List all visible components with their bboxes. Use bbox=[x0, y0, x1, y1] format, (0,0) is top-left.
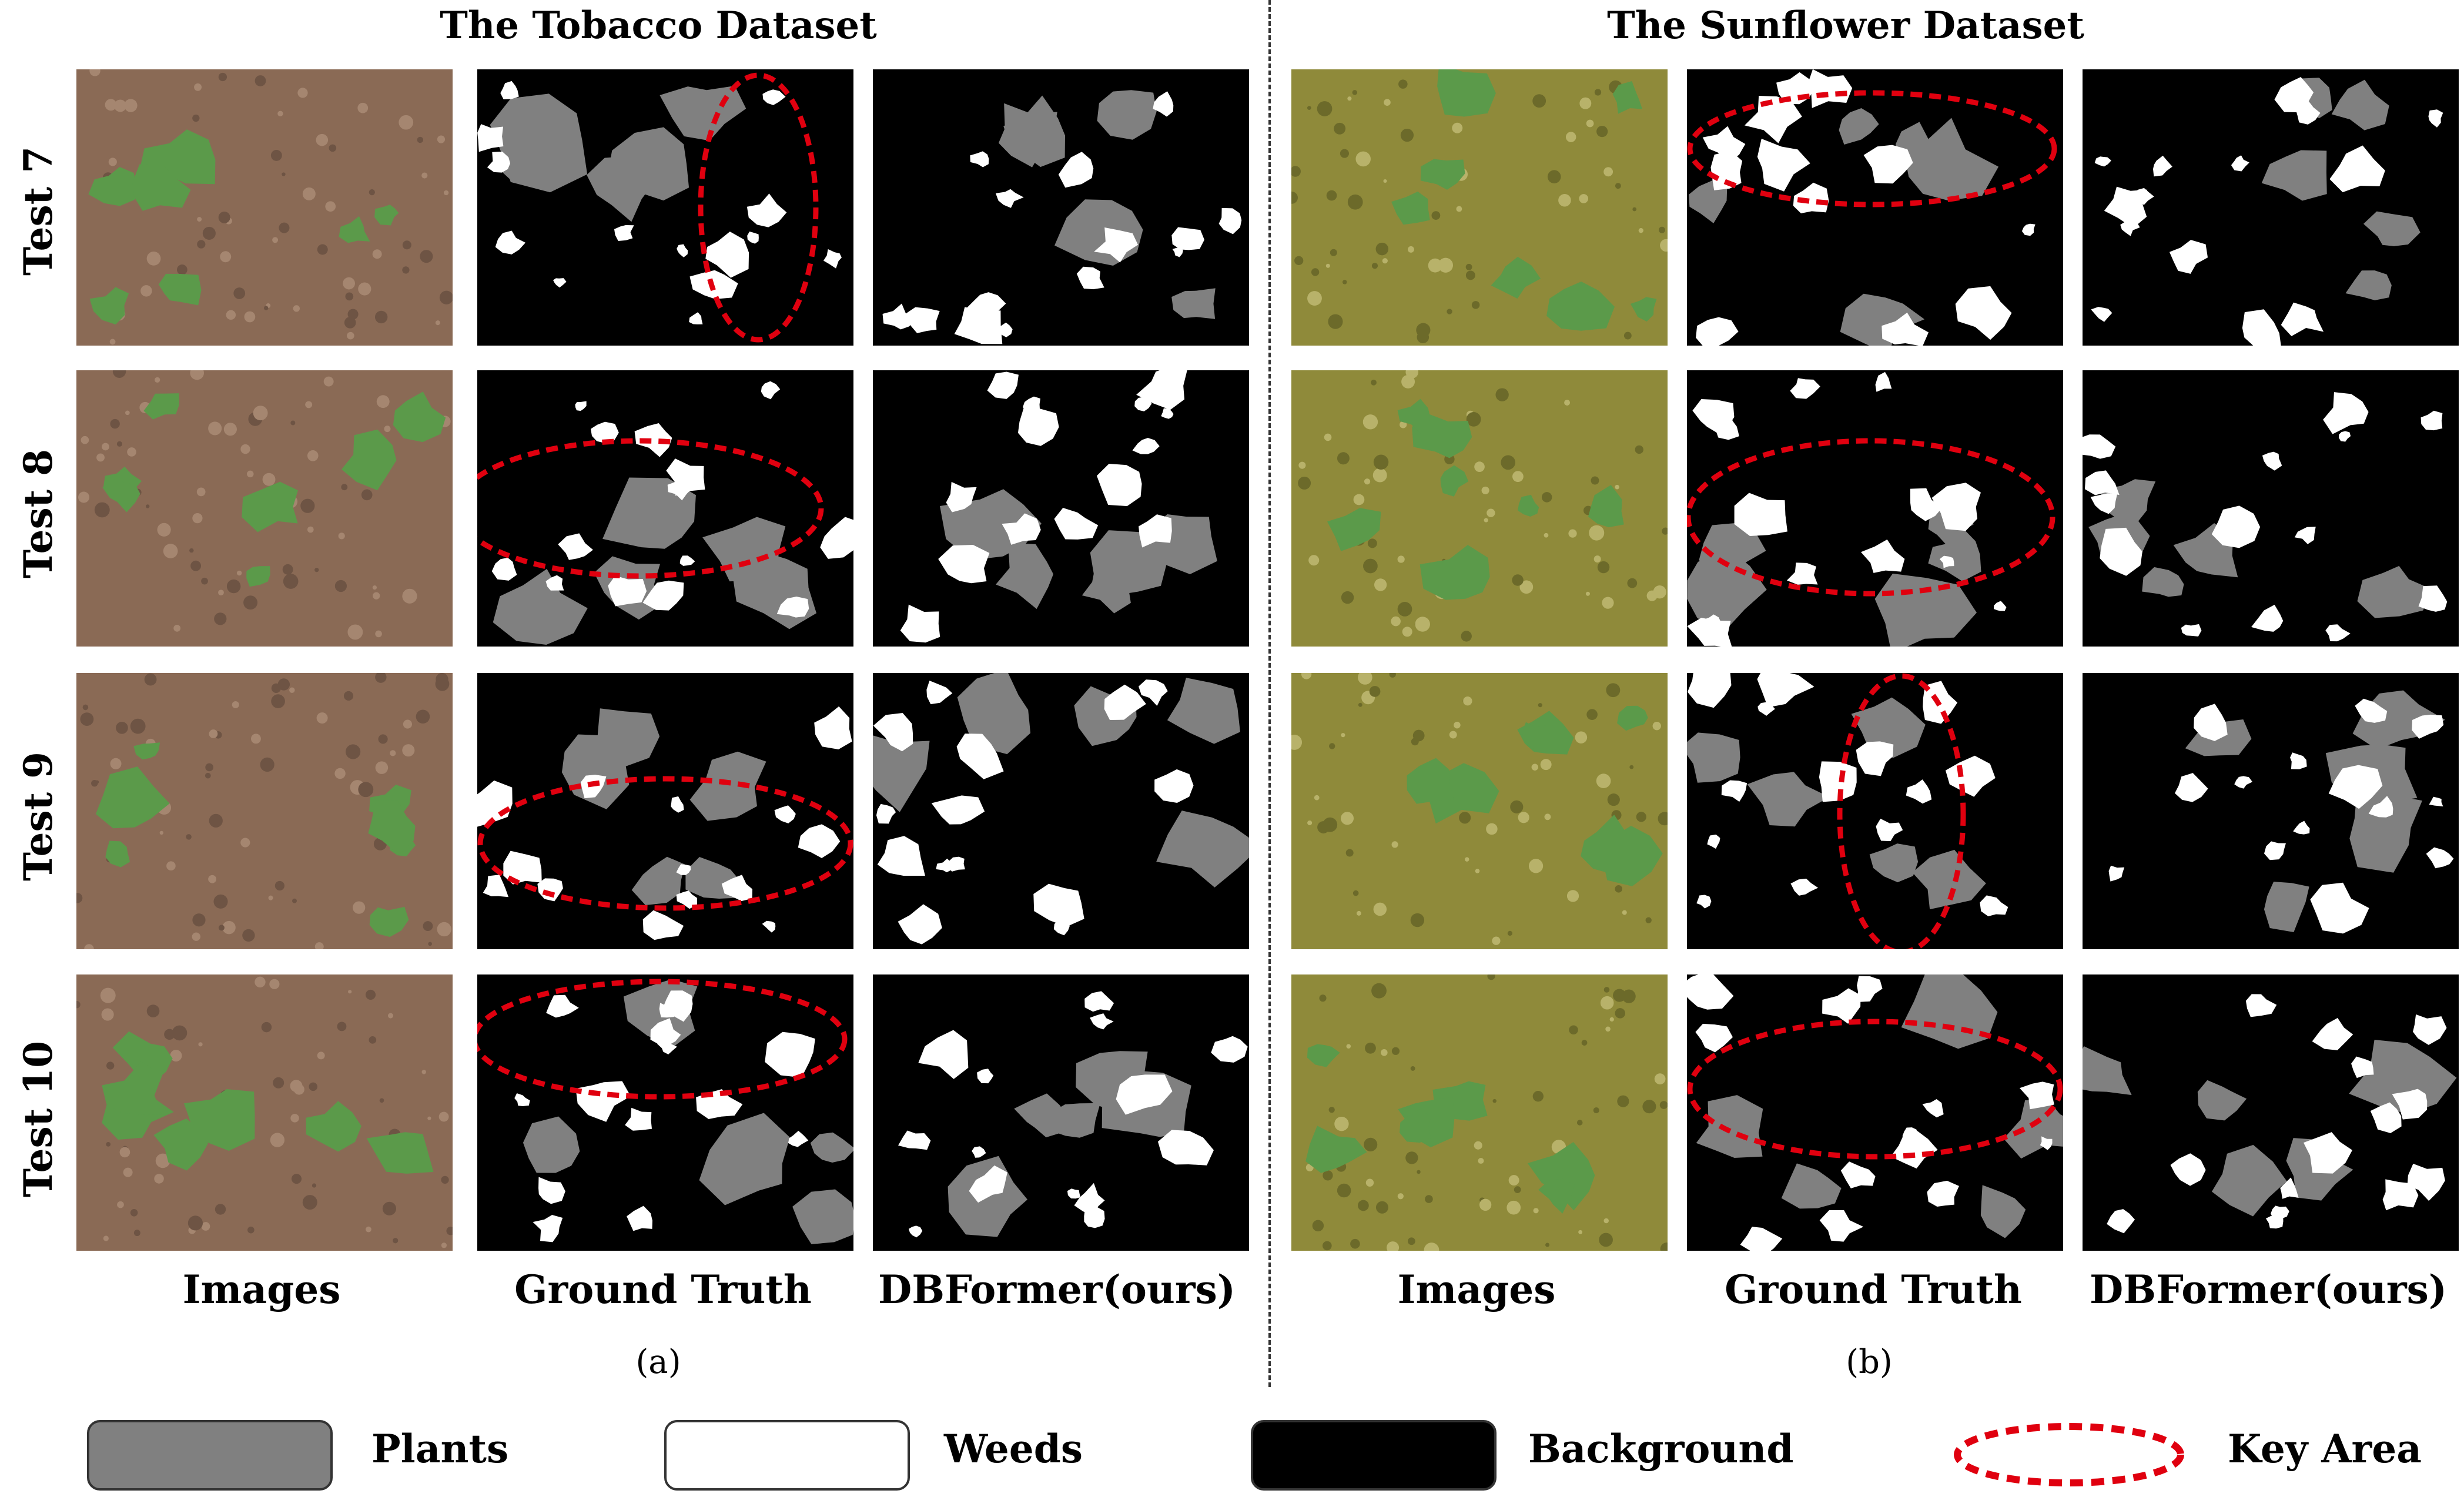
tobacco-dataset-title: The Tobacco Dataset bbox=[440, 4, 877, 48]
row-label-test10: Test 10 bbox=[15, 1041, 61, 1197]
legend-background-label: Background bbox=[1528, 1426, 1794, 1472]
tobacco-ground-truth-test10 bbox=[477, 974, 853, 1251]
col-label-ground-truth-tobacco: Ground Truth bbox=[514, 1267, 812, 1312]
legend-weeds-label: Weeds bbox=[944, 1426, 1083, 1472]
col-label-images-tobacco: Images bbox=[182, 1267, 341, 1312]
tobacco-prediction-test9 bbox=[873, 673, 1249, 949]
col-label-dbformer-sunflower: DBFormer(ours) bbox=[2089, 1267, 2448, 1312]
sunflower-ground-truth-test10 bbox=[1687, 974, 2063, 1251]
row-label-test7: Test 7 bbox=[15, 146, 61, 276]
sunflower-photo-test8 bbox=[1291, 370, 1668, 647]
sunflower-photo-test10 bbox=[1291, 974, 1668, 1251]
legend-plants-label: Plants bbox=[371, 1426, 509, 1472]
sunflower-dataset-title: The Sunflower Dataset bbox=[1607, 4, 2084, 48]
tobacco-prediction-test8 bbox=[873, 370, 1249, 647]
col-label-ground-truth-sunflower: Ground Truth bbox=[1725, 1267, 2022, 1312]
key-area-ellipse bbox=[477, 979, 848, 1100]
row-label-test8: Test 8 bbox=[15, 448, 61, 579]
sunflower-prediction-test10 bbox=[2083, 974, 2459, 1251]
key-area-ellipse bbox=[698, 72, 819, 343]
row-label-test9: Test 9 bbox=[15, 751, 61, 882]
legend-key-area-icon bbox=[1954, 1423, 2184, 1486]
sunflower-photo-test9 bbox=[1291, 673, 1668, 949]
legend-background-swatch bbox=[1251, 1420, 1497, 1491]
tobacco-ground-truth-test8 bbox=[477, 370, 853, 647]
legend-plants-swatch bbox=[87, 1420, 333, 1491]
sunflower-prediction-test7 bbox=[2083, 69, 2459, 346]
key-area-ellipse bbox=[1687, 1019, 2063, 1160]
tobacco-ground-truth-test7 bbox=[477, 69, 853, 346]
tobacco-prediction-test7 bbox=[873, 69, 1249, 346]
key-area-ellipse bbox=[477, 776, 853, 911]
subcaption-a: (a) bbox=[635, 1343, 681, 1381]
tobacco-photo-test7 bbox=[76, 69, 453, 346]
dataset-divider bbox=[1268, 0, 1271, 1387]
sunflower-prediction-test8 bbox=[2083, 370, 2459, 647]
tobacco-ground-truth-test9 bbox=[477, 673, 853, 949]
tobacco-photo-test9 bbox=[76, 673, 453, 949]
sunflower-ground-truth-test9 bbox=[1687, 673, 2063, 949]
sunflower-ground-truth-test8 bbox=[1687, 370, 2063, 647]
key-area-ellipse bbox=[477, 438, 824, 579]
key-area-ellipse bbox=[1687, 438, 2055, 597]
key-area-ellipse bbox=[1687, 90, 2057, 207]
key-area-ellipse bbox=[1837, 673, 1966, 949]
col-label-images-sunflower: Images bbox=[1397, 1267, 1556, 1312]
tobacco-prediction-test10 bbox=[873, 974, 1249, 1251]
sunflower-ground-truth-test7 bbox=[1687, 69, 2063, 346]
legend-weeds-swatch bbox=[664, 1420, 910, 1491]
legend-key-area-label: Key Area bbox=[2228, 1426, 2422, 1472]
tobacco-photo-test10 bbox=[76, 974, 453, 1251]
tobacco-photo-test8 bbox=[76, 370, 453, 647]
col-label-dbformer-tobacco: DBFormer(ours) bbox=[878, 1267, 1236, 1312]
sunflower-photo-test7 bbox=[1291, 69, 1668, 346]
subcaption-b: (b) bbox=[1846, 1343, 1893, 1381]
sunflower-prediction-test9 bbox=[2083, 673, 2459, 949]
